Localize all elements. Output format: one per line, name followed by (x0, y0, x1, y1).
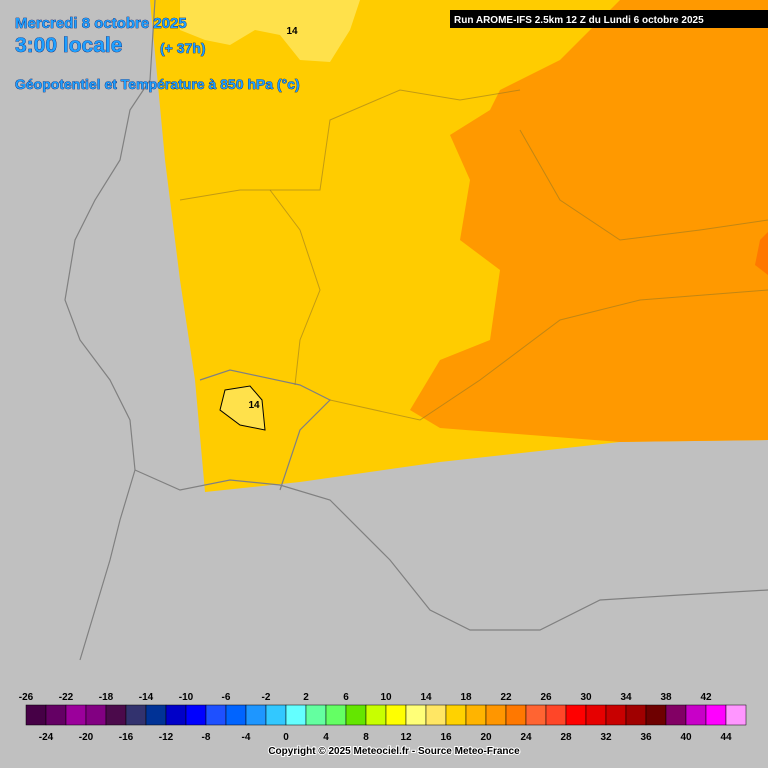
date: Mercredi 8 octobre 2025 (15, 15, 187, 32)
legend-label: -20 (79, 732, 94, 743)
legend-swatch (45, 704, 67, 726)
legend-swatch (625, 704, 647, 726)
legend-label: 28 (560, 732, 572, 743)
legend-swatch (585, 704, 607, 726)
legend-swatch (65, 704, 87, 726)
legend-swatch (285, 704, 307, 726)
legend-label: -14 (139, 692, 154, 703)
legend-swatch (225, 704, 247, 726)
legend-label: 6 (343, 692, 349, 703)
legend-swatch (205, 704, 227, 726)
legend-label: -6 (222, 692, 231, 703)
legend-swatch (405, 704, 427, 726)
coastline (64, 0, 156, 661)
legend-label: 24 (520, 732, 532, 743)
legend-label: 26 (540, 692, 552, 703)
copyright: Copyright © 2025 Meteociel.fr - Source M… (268, 746, 520, 757)
legend-swatch (665, 704, 687, 726)
legend-swatch (185, 704, 207, 726)
legend-label: 4 (323, 732, 329, 743)
temp-area-14 (180, 0, 360, 62)
legend-swatch (545, 704, 567, 726)
legend-swatch (425, 704, 447, 726)
temp-area-18 (410, 0, 768, 442)
legend-label: 10 (380, 692, 392, 703)
legend-label: 32 (600, 732, 612, 743)
legend-label: 0 (283, 732, 289, 743)
legend-label: -26 (19, 692, 34, 703)
legend-label: 14 (420, 692, 432, 703)
legend-swatch (645, 704, 667, 726)
region-border (179, 89, 521, 201)
legend-swatch (685, 704, 707, 726)
border (199, 369, 332, 491)
legend-label: -2 (262, 692, 271, 703)
run-box (450, 10, 768, 28)
legend-label: 34 (620, 692, 632, 703)
legend-label: 2 (303, 692, 309, 703)
legend-label: -16 (119, 732, 134, 743)
legend-swatch (325, 704, 347, 726)
contour-label: 14 (248, 400, 260, 411)
temp-area-20 (755, 232, 768, 275)
legend-label: 12 (400, 732, 412, 743)
region-border (519, 129, 768, 241)
region-border (269, 189, 321, 386)
legend-swatch (265, 704, 287, 726)
legend-swatch (605, 704, 627, 726)
legend-swatch (365, 704, 387, 726)
legend-swatch (125, 704, 147, 726)
contour-label: 14 (286, 26, 298, 37)
legend-swatch (705, 704, 727, 726)
legend-swatch (485, 704, 507, 726)
legend-label: 30 (580, 692, 592, 703)
legend-label: 22 (500, 692, 512, 703)
legend-swatch (465, 704, 487, 726)
legend-swatch (85, 704, 107, 726)
legend-label: -12 (159, 732, 174, 743)
legend-label: 8 (363, 732, 369, 743)
coastline (134, 469, 768, 631)
lead-time: (+ 37h) (160, 40, 206, 56)
time: 3:00 locale (15, 34, 122, 57)
run-info: Run AROME-IFS 2.5km 12 Z du Lundi 6 octo… (454, 15, 704, 26)
legend-swatch (25, 704, 47, 726)
legend-label: 16 (440, 732, 452, 743)
legend-label: -4 (242, 732, 251, 743)
legend-label: -24 (39, 732, 54, 743)
legend-swatch (565, 704, 587, 726)
legend-swatch (725, 704, 747, 726)
legend-swatch (505, 704, 527, 726)
legend-label: 36 (640, 732, 652, 743)
legend-label: -22 (59, 692, 74, 703)
legend-swatch (385, 704, 407, 726)
legend-swatch (165, 704, 187, 726)
legend-label: 18 (460, 692, 472, 703)
legend: -26 -22 -18 -14 -10 -6 -2 2 6 10 14 18 22 26 30 34 38 42-… (19, 692, 747, 743)
legend-label: -18 (99, 692, 114, 703)
legend-swatch (345, 704, 367, 726)
legend-swatch (245, 704, 267, 726)
legend-swatch (145, 704, 167, 726)
legend-swatch (305, 704, 327, 726)
legend-swatch (445, 704, 467, 726)
legend-swatch (105, 704, 127, 726)
legend-swatch (525, 704, 547, 726)
legend-label: 44 (720, 732, 732, 743)
legend-label: -10 (179, 692, 194, 703)
legend-label: 38 (660, 692, 672, 703)
map-title: Géopotentiel et Température à 850 hPa (°… (15, 76, 300, 92)
legend-label: -8 (202, 732, 211, 743)
region-border (329, 289, 768, 421)
legend-label: 42 (700, 692, 712, 703)
legend-label: 40 (680, 732, 692, 743)
contour-14 (219, 385, 266, 431)
legend-label: 20 (480, 732, 492, 743)
